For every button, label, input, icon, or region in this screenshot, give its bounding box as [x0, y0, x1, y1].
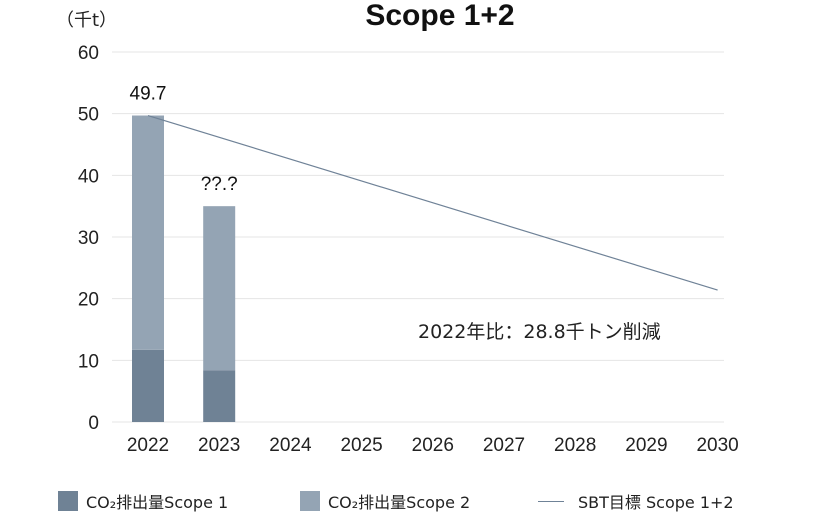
legend-line-sbt-target — [538, 500, 564, 502]
bar-scope2 — [132, 115, 164, 350]
x-tick-label: 2025 — [340, 435, 382, 456]
x-tick-label: 2029 — [625, 435, 667, 456]
sbt-target-line — [147, 114, 718, 291]
legend: CO₂排出量Scope 1 CO₂排出量Scope 2 SBT目標 Scope … — [0, 488, 840, 514]
y-tick-label: 10 — [78, 351, 99, 372]
data-label: 49.7 — [130, 84, 167, 105]
bars — [132, 115, 236, 422]
target-line-layer — [147, 114, 718, 291]
legend-label-scope2: CO₂排出量Scope 2 — [328, 493, 471, 512]
legend-label-sbt-target: SBT目標 Scope 1+2 — [578, 493, 734, 512]
reduction-annotation: 2022年比：28.8千トン削減 — [418, 321, 661, 343]
data-labels: 49.7??.? — [130, 84, 238, 196]
y-tick-label: 50 — [78, 105, 99, 126]
y-tick-label: 40 — [78, 166, 99, 187]
x-axis-ticks: 2022 2023 2024 2025 2026 2027 2028 2029 2030 — [127, 435, 739, 456]
bar-scope1 — [132, 349, 164, 422]
legend-item-scope1: CO₂排出量Scope 1 — [58, 488, 228, 514]
y-tick-label: 30 — [78, 228, 99, 249]
bar-scope2 — [203, 206, 236, 371]
y-tick-label: 20 — [78, 290, 99, 311]
x-tick-label: 2023 — [198, 435, 240, 456]
legend-item-sbt-target: SBT目標 Scope 1+2 — [538, 488, 734, 514]
x-tick-label: 2030 — [696, 435, 738, 456]
x-tick-label: 2027 — [483, 435, 525, 456]
unit-label: （千t） — [56, 10, 117, 31]
y-tick-label: 0 — [88, 413, 99, 434]
y-axis-ticks: 0 10 20 30 40 50 60 — [78, 43, 99, 434]
bar-scope1 — [203, 370, 236, 422]
x-tick-label: 2028 — [554, 435, 596, 456]
data-label: ??.? — [201, 174, 238, 195]
y-tick-label: 60 — [78, 43, 99, 64]
legend-label-scope1: CO₂排出量Scope 1 — [86, 493, 229, 512]
x-tick-label: 2022 — [127, 435, 169, 456]
legend-swatch-scope2 — [300, 491, 320, 511]
legend-item-scope2: CO₂排出量Scope 2 — [300, 488, 470, 514]
x-tick-label: 2024 — [269, 435, 312, 456]
chart-title: Scope 1+2 — [365, 0, 514, 32]
x-tick-label: 2026 — [412, 435, 454, 456]
legend-swatch-scope1 — [58, 491, 78, 511]
